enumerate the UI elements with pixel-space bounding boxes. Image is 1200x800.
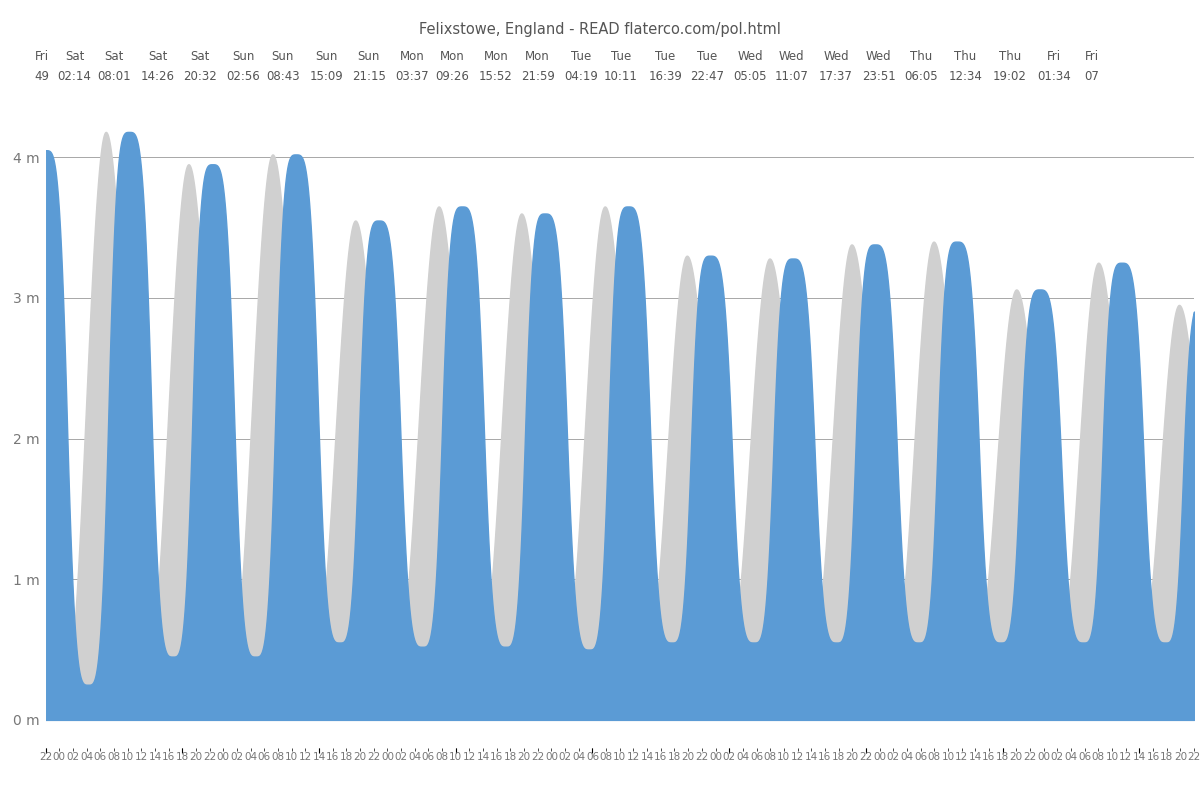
Text: Wed: Wed (738, 50, 763, 62)
Text: 20:32: 20:32 (182, 70, 216, 82)
Text: 15:09: 15:09 (310, 70, 343, 82)
Text: Wed: Wed (823, 50, 848, 62)
Text: 19:02: 19:02 (992, 70, 1026, 82)
Text: Sun: Sun (232, 50, 254, 62)
Text: 06:05: 06:05 (905, 70, 938, 82)
Text: Tue: Tue (655, 50, 676, 62)
Text: Sat: Sat (190, 50, 209, 62)
Text: Sat: Sat (65, 50, 84, 62)
Text: 08:01: 08:01 (97, 70, 131, 82)
Text: 11:07: 11:07 (774, 70, 809, 82)
Text: 17:37: 17:37 (820, 70, 853, 82)
Text: Mon: Mon (439, 50, 464, 62)
Text: Felixstowe, England - READ flaterco.com/pol.html: Felixstowe, England - READ flaterco.com/… (419, 22, 781, 38)
Text: 16:39: 16:39 (648, 70, 682, 82)
Text: Thu: Thu (954, 50, 977, 62)
Text: Sat: Sat (104, 50, 124, 62)
Text: Sun: Sun (316, 50, 338, 62)
Text: Wed: Wed (865, 50, 892, 62)
Text: 49: 49 (35, 70, 49, 82)
Text: 14:26: 14:26 (140, 70, 175, 82)
Text: Sun: Sun (358, 50, 379, 62)
Text: Fri: Fri (1085, 50, 1098, 62)
Text: 03:37: 03:37 (395, 70, 428, 82)
Text: Mon: Mon (526, 50, 550, 62)
Text: Fri: Fri (35, 50, 49, 62)
Text: Tue: Tue (697, 50, 718, 62)
Text: 05:05: 05:05 (733, 70, 767, 82)
Text: 15:52: 15:52 (479, 70, 512, 82)
Text: 02:14: 02:14 (58, 70, 91, 82)
Text: 09:26: 09:26 (434, 70, 469, 82)
Text: Thu: Thu (998, 50, 1021, 62)
Text: Tue: Tue (571, 50, 592, 62)
Text: 07: 07 (1084, 70, 1099, 82)
Text: 12:34: 12:34 (948, 70, 983, 82)
Text: Mon: Mon (400, 50, 425, 62)
Text: Sun: Sun (271, 50, 294, 62)
Text: Thu: Thu (910, 50, 932, 62)
Text: 04:19: 04:19 (564, 70, 598, 82)
Text: Fri: Fri (1048, 50, 1062, 62)
Text: 01:34: 01:34 (1038, 70, 1072, 82)
Text: 21:59: 21:59 (521, 70, 554, 82)
Text: Mon: Mon (484, 50, 509, 62)
Text: 21:15: 21:15 (352, 70, 385, 82)
Text: Sat: Sat (149, 50, 168, 62)
Text: 22:47: 22:47 (690, 70, 724, 82)
Text: 10:11: 10:11 (604, 70, 638, 82)
Text: Wed: Wed (779, 50, 804, 62)
Text: Tue: Tue (611, 50, 631, 62)
Text: 02:56: 02:56 (227, 70, 260, 82)
Text: 08:43: 08:43 (266, 70, 300, 82)
Text: 23:51: 23:51 (862, 70, 895, 82)
